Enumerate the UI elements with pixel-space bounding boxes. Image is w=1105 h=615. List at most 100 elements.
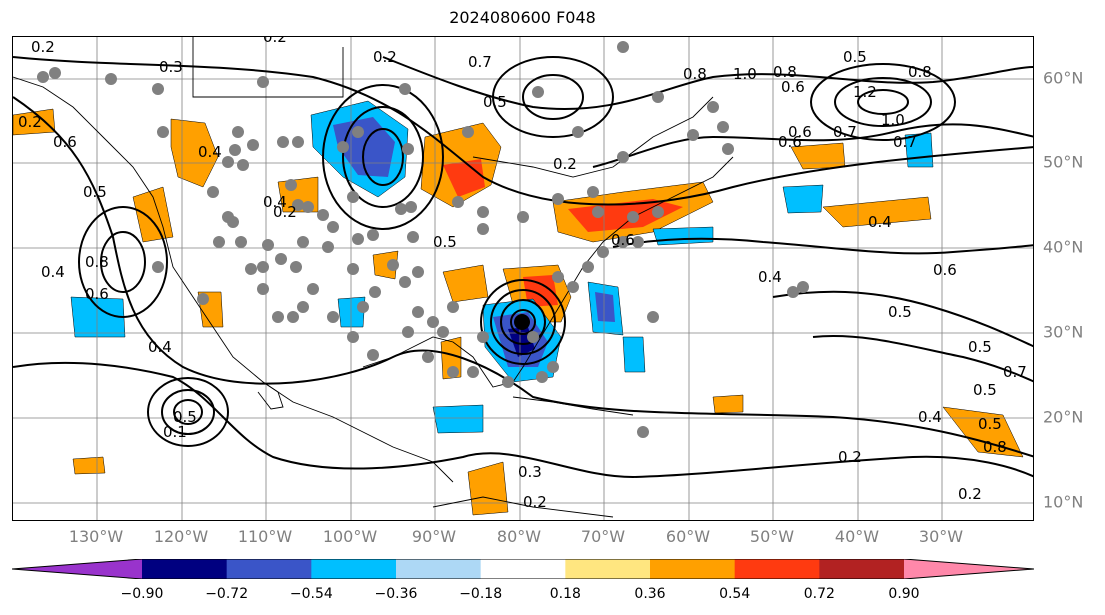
- station-dot: [207, 186, 219, 198]
- station-dot: [347, 331, 359, 343]
- station-dot: [277, 136, 289, 148]
- colorbar-tick-label: −0.72: [205, 586, 249, 602]
- station-dot: [327, 221, 339, 233]
- station-dot: [347, 191, 359, 203]
- station-dot: [787, 286, 799, 298]
- colorbar-segment: [226, 559, 312, 579]
- positive-anomaly-region: [170, 118, 219, 188]
- station-dot: [797, 281, 809, 293]
- station-dot: [352, 233, 364, 245]
- colorbar-segment: [142, 559, 228, 579]
- station-dot: [427, 316, 439, 328]
- station-dot: [467, 366, 479, 378]
- station-dot: [327, 311, 339, 323]
- station-dot: [652, 206, 664, 218]
- station-dot: [152, 261, 164, 273]
- contour-label: 0.2: [553, 155, 577, 173]
- longitude-label: 120°W: [153, 527, 209, 546]
- station-dot: [477, 223, 489, 235]
- station-dot: [369, 286, 381, 298]
- station-dot: [582, 261, 594, 273]
- contour-label: 0.2: [373, 48, 397, 66]
- contour-label: 0.8: [983, 438, 1007, 456]
- longitude-label: 50°W: [749, 527, 795, 546]
- station-dot: [527, 331, 539, 343]
- station-dot: [402, 326, 414, 338]
- station-dot: [627, 211, 639, 223]
- colorbar-segment: [650, 559, 736, 579]
- contour-label: 0.8: [773, 63, 797, 81]
- colorbar-tick-label: 0.18: [549, 586, 581, 602]
- colorbar-tick-label: −0.90: [120, 586, 164, 602]
- contour-label: 0.2: [18, 113, 42, 131]
- longitude-label: 130°W: [68, 527, 124, 546]
- contour-label: 0.2: [838, 448, 862, 466]
- station-dot: [572, 126, 584, 138]
- station-dot: [517, 211, 529, 223]
- colorbar-tick-label: 0.72: [803, 586, 835, 602]
- colorbar-tick-label: 0.90: [888, 586, 920, 602]
- latitude-label: 30°N: [1043, 322, 1084, 342]
- contour-label: 0.3: [159, 58, 183, 76]
- contour-label: 0.4: [148, 338, 172, 356]
- contour-label: 0.1: [163, 423, 187, 441]
- station-dot: [387, 259, 399, 271]
- contour-label: 1.2: [853, 83, 877, 101]
- station-dot: [222, 156, 234, 168]
- station-dot: [437, 326, 449, 338]
- station-dot: [405, 201, 417, 213]
- station-dot: [292, 199, 304, 211]
- station-dot: [227, 216, 239, 228]
- positive-anomaly-region: [372, 250, 399, 280]
- contour-label: 0.7: [468, 53, 492, 71]
- contour-label: 1.0: [881, 111, 905, 129]
- contour-label: 0.6: [53, 133, 77, 151]
- longitude-label: 70°W: [580, 527, 626, 546]
- station-dot: [352, 126, 364, 138]
- positive-anomaly-region: [132, 186, 174, 243]
- contour-label: 0.4: [868, 213, 892, 231]
- station-dot: [317, 209, 329, 221]
- station-dot: [587, 186, 599, 198]
- station-dot: [717, 121, 729, 133]
- station-dot: [37, 71, 49, 83]
- contour-label: 0.2: [958, 485, 982, 503]
- station-dot: [447, 301, 459, 313]
- station-dot: [452, 196, 464, 208]
- longitude-label: 30°W: [918, 527, 964, 546]
- station-dot: [652, 91, 664, 103]
- contour-label: 0.5: [968, 338, 992, 356]
- station-dot: [297, 236, 309, 248]
- contour-label: 0.6: [933, 261, 957, 279]
- negative-anomaly-region: [432, 404, 484, 434]
- station-dot: [287, 311, 299, 323]
- station-dot: [447, 366, 459, 378]
- station-dot: [617, 151, 629, 163]
- contour-label: 0.6: [781, 78, 805, 96]
- station-dot: [49, 67, 61, 79]
- colorbar-segment: [734, 559, 820, 579]
- contour-label: 0.5: [483, 93, 507, 111]
- station-dot: [395, 203, 407, 215]
- station-dot: [367, 349, 379, 361]
- station-dot: [502, 376, 514, 388]
- colorbar-segment: [480, 559, 566, 579]
- negative-anomaly-region: [70, 296, 126, 338]
- station-dot: [399, 276, 411, 288]
- map-title: 2024080600 F048: [449, 8, 596, 27]
- longitude-label: 100°W: [322, 527, 378, 546]
- colorbar-tick-label: −0.54: [289, 586, 333, 602]
- contour-label: 0.8: [908, 63, 932, 81]
- station-dot: [272, 311, 284, 323]
- station-dot: [592, 206, 604, 218]
- contour-label: 0.5: [843, 48, 867, 66]
- station-dot: [157, 126, 169, 138]
- colorbar: [12, 559, 1034, 579]
- station-dot: [402, 143, 414, 155]
- station-dot: [307, 283, 319, 295]
- contour-label: 0.4: [198, 143, 222, 161]
- station-dot: [235, 236, 247, 248]
- station-dot: [722, 143, 734, 155]
- contour-label: 0.6: [611, 231, 635, 249]
- station-dot: [647, 311, 659, 323]
